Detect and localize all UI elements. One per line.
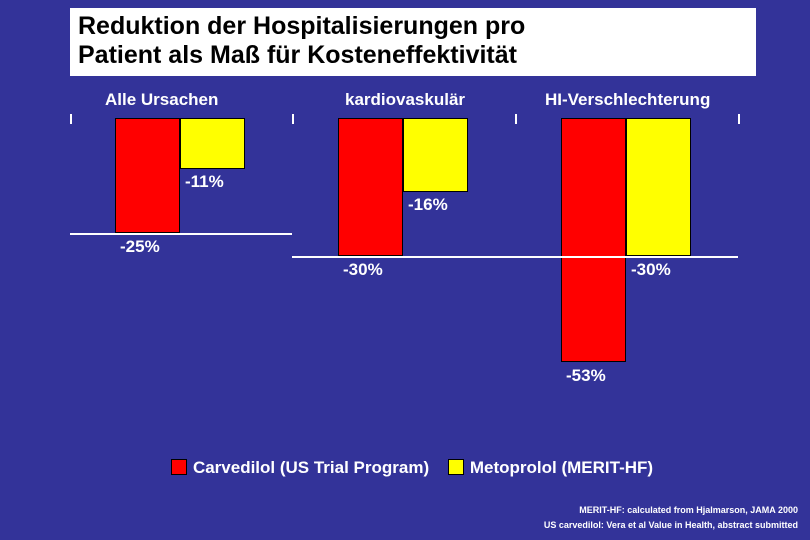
val-c3-red: -53% (566, 366, 606, 386)
chart-area: Alle Ursachen kardiovaskulär HI-Verschle… (70, 90, 740, 450)
tick (70, 114, 72, 124)
legend-label-1: Carvedilol (US Trial Program) (193, 458, 429, 477)
val-c1-yel: -11% (185, 172, 224, 192)
tick (515, 114, 517, 124)
legend: Carvedilol (US Trial Program) Metoprolol… (70, 458, 740, 478)
bar-c2-carvedilol (338, 118, 403, 256)
bar-c1-carvedilol (115, 118, 180, 233)
footnote-1: MERIT-HF: calculated from Hjalmarson, JA… (579, 505, 798, 515)
cat-label-1: Alle Ursachen (105, 90, 218, 110)
bar-c2-metoprolol (403, 118, 468, 192)
tick (738, 114, 740, 124)
slide-root: Reduktion der Hospitalisierungen pro Pat… (0, 0, 810, 540)
bar-c1-metoprolol (180, 118, 245, 169)
val-c3-yel: -30% (631, 260, 671, 280)
val-c1-red: -25% (120, 237, 160, 257)
bar-c3-metoprolol (626, 118, 691, 256)
title-line-2: Patient als Maß für Kosteneffektivität (78, 41, 748, 70)
cat-label-2: kardiovaskulär (345, 90, 465, 110)
cat-label-3: HI-Verschlechterung (545, 90, 710, 110)
val-c2-yel: -16% (408, 195, 448, 215)
title-line-1: Reduktion der Hospitalisierungen pro (78, 12, 748, 41)
val-c2-red: -30% (343, 260, 383, 280)
footnote-2: US carvedilol: Vera et al Value in Healt… (544, 520, 798, 530)
divider (515, 256, 738, 258)
legend-swatch-yellow (448, 459, 464, 475)
divider (292, 256, 515, 258)
tick (292, 114, 294, 124)
title-box: Reduktion der Hospitalisierungen pro Pat… (70, 8, 756, 76)
legend-label-2: Metoprolol (MERIT-HF) (470, 458, 653, 477)
legend-swatch-red (171, 459, 187, 475)
divider (70, 233, 292, 235)
bar-c3-carvedilol (561, 118, 626, 362)
